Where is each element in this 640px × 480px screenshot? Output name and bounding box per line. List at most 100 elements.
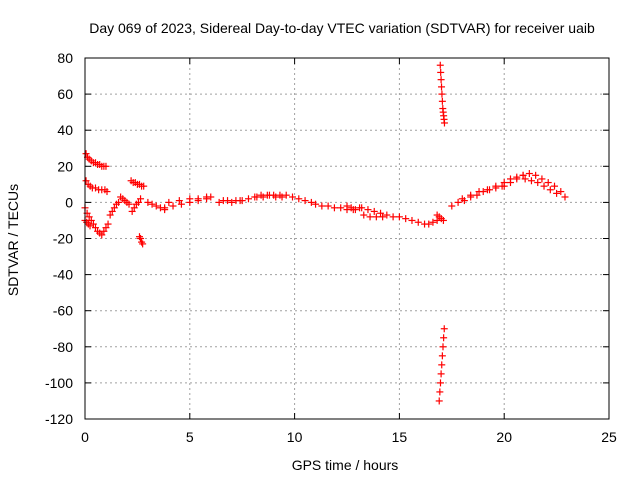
x-axis-label: GPS time / hours [292, 457, 399, 473]
data-point [437, 370, 445, 378]
data-point [402, 215, 410, 223]
data-point [439, 216, 447, 224]
plot-frame [84, 57, 610, 420]
data-point [408, 216, 416, 224]
data-point [439, 343, 447, 351]
data-point [207, 193, 215, 201]
data-point [265, 191, 273, 199]
y-tick-label: 0 [65, 194, 73, 210]
data-point [366, 213, 374, 221]
data-point [435, 397, 443, 405]
y-tick-label: 20 [57, 158, 73, 174]
data-point [343, 202, 351, 210]
data-point [312, 200, 320, 208]
data-points [81, 61, 569, 405]
data-point [358, 204, 366, 212]
data-point [137, 195, 145, 203]
data-point [492, 182, 500, 190]
y-tick-label: 80 [57, 50, 73, 66]
data-point [307, 198, 315, 206]
data-point [98, 231, 106, 239]
data-point [175, 197, 183, 205]
data-point [238, 197, 246, 205]
y-tick-label: -80 [53, 339, 73, 355]
data-point [177, 200, 185, 208]
data-point [483, 186, 491, 194]
y-tick-label: -40 [53, 267, 73, 283]
data-point [454, 198, 462, 206]
data-point [86, 222, 94, 230]
y-tick-label: -120 [45, 411, 73, 427]
data-point [87, 216, 95, 224]
data-point [106, 211, 114, 219]
data-point [438, 361, 446, 369]
x-axis-ticks: 0 5 10 15 20 25 [81, 58, 617, 445]
data-point [161, 204, 169, 212]
data-point [360, 211, 368, 219]
data-point [289, 193, 297, 201]
data-point [253, 193, 261, 201]
data-point [425, 220, 433, 228]
data-point [437, 76, 445, 84]
data-point [324, 202, 332, 210]
x-tick-label: 20 [496, 429, 512, 445]
data-point [108, 207, 116, 215]
data-point [437, 68, 445, 76]
data-point [370, 207, 378, 215]
data-point [383, 211, 391, 219]
x-tick-label: 0 [81, 429, 89, 445]
data-point [337, 204, 345, 212]
data-point [538, 175, 546, 183]
data-point [134, 198, 142, 206]
data-point [458, 195, 466, 203]
x-tick-label: 15 [392, 429, 408, 445]
y-tick-label: -60 [53, 303, 73, 319]
data-point [110, 204, 118, 212]
data-point [186, 195, 194, 203]
data-point [224, 197, 232, 205]
data-point [438, 352, 446, 360]
data-point [540, 182, 548, 190]
data-point [525, 170, 533, 178]
data-point [364, 206, 372, 214]
data-point [414, 218, 422, 226]
data-point [379, 213, 387, 221]
data-point [436, 388, 444, 396]
data-point [125, 200, 133, 208]
data-point [395, 213, 403, 221]
grid-lines [85, 58, 609, 419]
data-point [330, 204, 338, 212]
y-tick-label: 60 [57, 86, 73, 102]
data-point [301, 197, 309, 205]
data-point [144, 198, 152, 206]
data-point [561, 193, 569, 201]
data-point [544, 179, 552, 187]
data-point [228, 198, 236, 206]
data-point [318, 202, 326, 210]
x-tick-label: 10 [287, 429, 303, 445]
x-tick-label: 25 [601, 429, 617, 445]
data-point [438, 83, 446, 91]
data-point [553, 189, 561, 197]
data-point [169, 202, 177, 210]
data-point [82, 150, 90, 158]
data-point [473, 191, 481, 199]
data-point [91, 184, 99, 192]
chart-title: Day 069 of 2023, Sidereal Day-to-day VTE… [89, 20, 595, 36]
data-point [440, 334, 448, 342]
data-point [194, 195, 202, 203]
y-tick-label: -100 [45, 375, 73, 391]
data-point [347, 204, 355, 212]
data-point [429, 218, 437, 226]
data-point [438, 97, 446, 105]
data-point [389, 213, 397, 221]
data-point [91, 224, 99, 232]
y-tick-label: 40 [57, 122, 73, 138]
data-point [440, 119, 448, 127]
data-point [104, 220, 112, 228]
data-point [244, 195, 252, 203]
data-point [436, 61, 444, 69]
data-point [282, 191, 290, 199]
y-tick-label: -20 [53, 231, 73, 247]
